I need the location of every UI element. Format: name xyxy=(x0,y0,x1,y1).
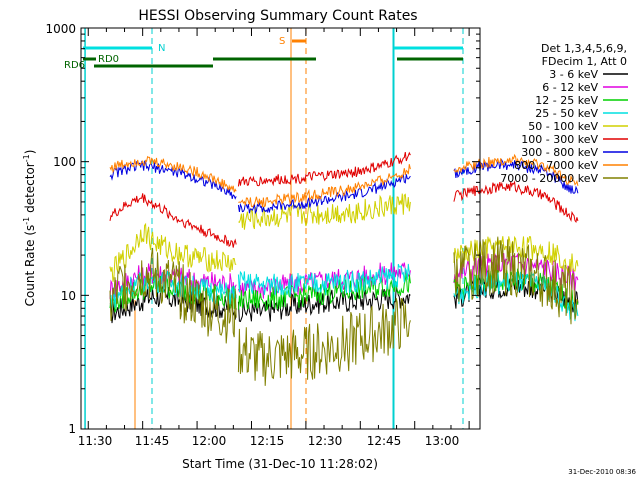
x-axis-label: Start Time (31-Dec-10 11:28:02) xyxy=(182,457,378,471)
x-tick-label: 12:30 xyxy=(308,434,343,448)
series-4 xyxy=(109,193,579,282)
legend-label: 300 - 800 keV xyxy=(521,146,598,159)
series-line xyxy=(238,164,411,208)
flag-label-rd0: RD0 xyxy=(98,54,119,65)
legend-header-line: FDecim 1, Att 0 xyxy=(542,55,627,68)
y-axis-label: Count Rate (s-1 detector-1) xyxy=(22,150,37,307)
legend-label: 100 - 300 keV xyxy=(521,133,598,146)
series-line xyxy=(109,247,237,344)
x-tick-label: 13:00 xyxy=(425,434,460,448)
series-7 xyxy=(109,153,579,208)
y-tick-label: 100 xyxy=(53,155,76,169)
y-axis-label-part: Count Rate (s xyxy=(23,225,37,307)
y-tick-label: 10 xyxy=(61,289,76,303)
series-line xyxy=(453,271,579,322)
series-line xyxy=(109,222,237,282)
series-line xyxy=(238,193,411,230)
series-line xyxy=(109,193,237,248)
series-line xyxy=(237,174,411,215)
series-line xyxy=(109,155,237,193)
x-tick-label: 11:30 xyxy=(78,434,113,448)
x-tick-label: 12:15 xyxy=(250,434,285,448)
legend: Det 1,3,4,5,6,9, FDecim 1, Att 0 3 - 6 k… xyxy=(500,42,628,185)
flag-label-n: N xyxy=(158,43,165,54)
axes xyxy=(81,28,480,430)
legend-label: 25 - 50 keV xyxy=(535,107,598,120)
series-line xyxy=(453,180,579,224)
legend-label: 12 - 25 keV xyxy=(535,94,598,107)
chart-title: HESSI Observing Summary Count Rates xyxy=(138,8,417,24)
series-line xyxy=(453,235,579,274)
legend-label: 3 - 6 keV xyxy=(549,68,598,81)
legend-header-line: Det 1,3,4,5,6,9, xyxy=(541,42,627,55)
series-line xyxy=(109,263,237,299)
flag-bars: RD0 RD6 N S xyxy=(64,36,463,71)
y-axis-label-sup: -1 xyxy=(22,154,31,162)
legend-label: 7000 - 20000 keV xyxy=(500,172,598,185)
x-tick-label: 12:45 xyxy=(367,434,402,448)
plot-frame xyxy=(80,27,481,430)
y-axis-label-part: detector xyxy=(23,162,37,217)
x-tick-label: 12:00 xyxy=(192,434,227,448)
legend-label: 800 - 7000 keV xyxy=(514,159,598,172)
y-tick-labels: 1 10 100 1000 xyxy=(45,22,76,436)
series-line xyxy=(237,263,411,297)
y-axis-label-sup: -1 xyxy=(22,217,31,225)
legend-label: 6 - 12 keV xyxy=(542,81,598,94)
flag-label-s: S xyxy=(279,36,285,47)
series-line xyxy=(453,236,579,325)
series-line xyxy=(453,153,579,186)
series-layer xyxy=(109,151,579,386)
footer-timestamp: 31-Dec-2010 08:36 xyxy=(568,468,636,476)
legend-label: 50 - 100 keV xyxy=(528,120,598,133)
y-axis-label-part: ) xyxy=(23,150,37,155)
series-line xyxy=(237,297,411,386)
x-tick-labels: 11:30 11:45 12:00 12:15 12:30 12:45 13:0… xyxy=(78,434,460,448)
series-line xyxy=(237,151,411,187)
overlay-lines xyxy=(84,28,464,429)
y-tick-label: 1000 xyxy=(45,22,76,36)
x-tick-label: 11:45 xyxy=(135,434,170,448)
flag-label-rd6: RD6 xyxy=(64,60,85,71)
series-8 xyxy=(109,236,579,386)
series-line xyxy=(237,286,411,323)
series-5 xyxy=(109,151,579,248)
y-tick-label: 1 xyxy=(68,422,76,436)
